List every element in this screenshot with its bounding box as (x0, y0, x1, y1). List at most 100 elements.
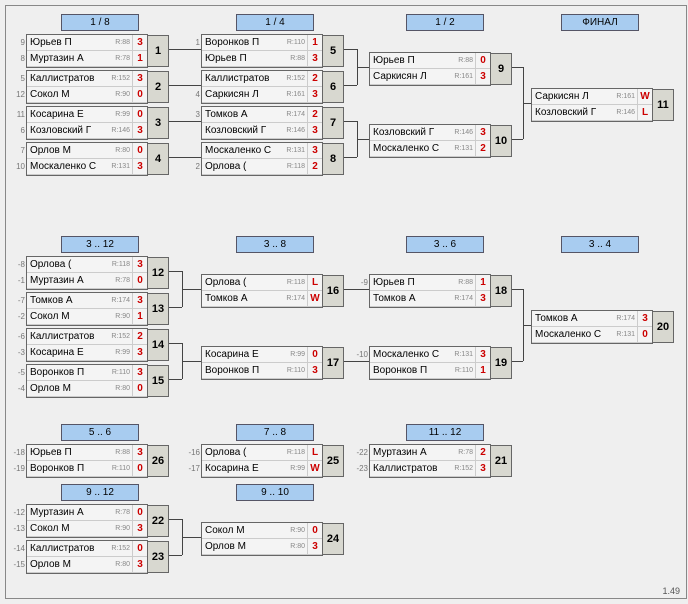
player-row: Москаленко СR:1312 (370, 141, 490, 157)
match-box: -5Воронков ПR:1103-4Орлов МR:80015 (26, 364, 148, 398)
player-name: Косарина Е (202, 349, 290, 360)
seed-label: 9 (13, 38, 25, 47)
player-row: -17Косарина ЕR:99W (202, 461, 322, 477)
score: 3 (307, 51, 322, 66)
seed-label: 2 (188, 162, 200, 171)
player-row: Томков АR:1743 (532, 311, 652, 327)
player-row: -13Сокол МR:903 (27, 521, 147, 537)
score: 3 (132, 557, 147, 572)
connector (343, 157, 357, 158)
match-number: 2 (147, 71, 169, 103)
connector (168, 49, 201, 50)
round-header: 11 .. 12 (406, 424, 484, 441)
player-row: Томков АR:174W (202, 291, 322, 307)
seed-label: -23 (356, 464, 368, 473)
player-rating: R:161 (286, 91, 307, 98)
match-number: 16 (322, 275, 344, 307)
score: 2 (307, 159, 322, 174)
player-row: 3Томков АR:1742 (202, 107, 322, 123)
seed-label: -13 (13, 524, 25, 533)
match-box: -9Юрьев ПR:881Томков АR:174318 (369, 274, 491, 308)
player-row: 12Сокол МR:900 (27, 87, 147, 103)
player-name: Каллистратов (27, 331, 111, 342)
score: 1 (132, 309, 147, 324)
player-rating: R:174 (286, 295, 307, 302)
seed-label: -10 (356, 350, 368, 359)
player-name: Томков А (27, 295, 111, 306)
player-row: -8Орлова (R:1183 (27, 257, 147, 273)
player-row: Юрьев ПR:880 (370, 53, 490, 69)
score: 0 (132, 87, 147, 102)
score: 3 (132, 345, 147, 360)
player-name: Томков А (532, 313, 616, 324)
match-number: 24 (322, 523, 344, 555)
player-name: Козловский Г (370, 127, 454, 138)
connector (168, 271, 182, 272)
player-rating: R:99 (290, 465, 307, 472)
player-rating: R:131 (454, 145, 475, 152)
match-number: 7 (322, 107, 344, 139)
score: 0 (132, 107, 147, 122)
player-row: -18Юрьев ПR:883 (27, 445, 147, 461)
player-row: Козловский ГR:1463 (370, 125, 490, 141)
player-rating: R:131 (616, 331, 637, 338)
score: 3 (475, 347, 490, 362)
score: 3 (307, 123, 322, 138)
connector (357, 67, 369, 68)
seed-label: 6 (13, 126, 25, 135)
match-number: 9 (490, 53, 512, 85)
match-box: 7Орлов МR:80010Москаленко СR:13134 (26, 142, 148, 176)
player-row: 1Воронков ПR:1101 (202, 35, 322, 51)
player-rating: R:118 (287, 449, 307, 456)
player-row: 9Юрьев ПR:883 (27, 35, 147, 51)
match-box: 9Юрьев ПR:8838Муртазин АR:7811 (26, 34, 148, 68)
round-header: 1 / 8 (61, 14, 139, 31)
score: 0 (307, 347, 322, 362)
score: 0 (132, 273, 147, 288)
match-number: 22 (147, 505, 169, 537)
score: W (307, 291, 322, 306)
seed-label: -12 (13, 508, 25, 517)
match-number: 17 (322, 347, 344, 379)
seed-label: 12 (13, 90, 25, 99)
player-row: Томков АR:1743 (370, 291, 490, 307)
score: 3 (132, 159, 147, 174)
player-name: Сокол М (27, 523, 115, 534)
seed-label: 1 (188, 38, 200, 47)
seed-label: -8 (13, 260, 25, 269)
match-number: 1 (147, 35, 169, 67)
player-row: -2Сокол МR:901 (27, 309, 147, 325)
player-row: -1Муртазин АR:780 (27, 273, 147, 289)
score: 1 (475, 275, 490, 290)
player-rating: R:131 (454, 351, 475, 358)
player-rating: R:174 (454, 295, 475, 302)
round-header: 3 .. 12 (61, 236, 139, 253)
score: 3 (475, 291, 490, 306)
player-rating: R:146 (454, 129, 475, 136)
seed-label: -14 (13, 544, 25, 553)
player-rating: R:99 (290, 351, 307, 358)
player-rating: R:146 (286, 127, 307, 134)
match-box: 11Косарина ЕR:9906Козловский ГR:14633 (26, 106, 148, 140)
player-rating: R:152 (286, 75, 307, 82)
player-name: Орлов М (27, 559, 115, 570)
player-name: Саркисян Л (532, 91, 616, 102)
connector (168, 519, 182, 520)
score: 3 (132, 365, 147, 380)
player-rating: R:152 (111, 333, 132, 340)
player-name: Воронков П (27, 367, 112, 378)
player-name: Сокол М (27, 89, 115, 100)
player-name: Каллистратов (202, 73, 286, 84)
player-rating: R:99 (115, 111, 132, 118)
player-name: Юрьев П (370, 277, 458, 288)
player-row: 5КаллистратовR:1523 (27, 71, 147, 87)
player-rating: R:131 (286, 147, 307, 154)
connector (343, 85, 357, 86)
match-box: -14КаллистратовR:1520-15Орлов МR:80323 (26, 540, 148, 574)
player-name: Воронков П (27, 463, 112, 474)
player-rating: R:88 (458, 279, 475, 286)
match-number: 26 (147, 445, 169, 477)
player-row: 4Саркисян ЛR:1613 (202, 87, 322, 103)
player-name: Томков А (202, 293, 286, 304)
player-name: Орлова ( (27, 259, 112, 270)
